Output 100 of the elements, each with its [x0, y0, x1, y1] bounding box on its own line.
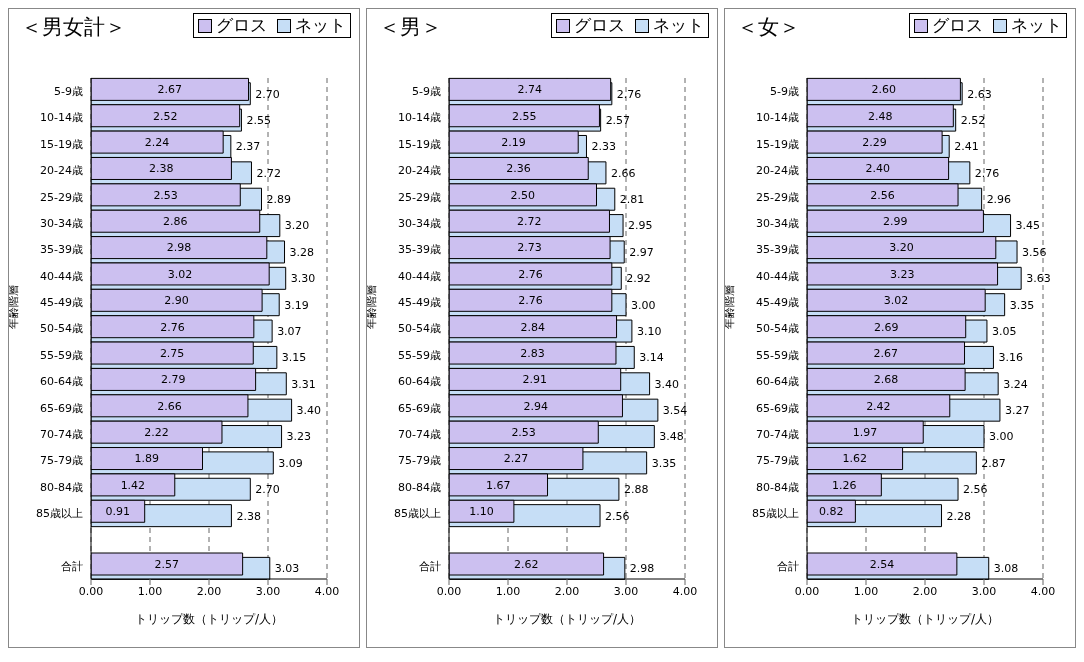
x-tick-label: 2.00 — [912, 584, 938, 598]
data-label: 1.26 — [831, 478, 857, 492]
data-label: 2.42 — [866, 399, 891, 413]
data-label: 3.14 — [639, 351, 664, 365]
data-label: 1.42 — [120, 478, 146, 492]
y-tick-label: 45-49歳 — [398, 296, 441, 310]
data-label: 2.89 — [266, 193, 292, 207]
y-tick-label: 25-29歳 — [40, 190, 83, 204]
data-label: 3.16 — [998, 351, 1023, 365]
data-label: 2.69 — [874, 320, 899, 334]
y-tick-label: 45-49歳 — [756, 296, 799, 310]
data-label: 2.19 — [501, 136, 526, 150]
x-axis-title: トリップ数（トリップ/人） — [850, 612, 1000, 626]
data-label: 2.67 — [157, 83, 183, 97]
y-tick-label: 10-14歳 — [398, 111, 441, 125]
chart-title: ＜男女計＞ — [21, 14, 126, 41]
data-label: 2.76 — [518, 294, 543, 308]
data-label: 3.07 — [277, 324, 302, 338]
data-label: 2.75 — [159, 346, 185, 360]
data-label: 2.95 — [628, 219, 653, 233]
y-tick-label: 50-54歳 — [40, 322, 83, 336]
data-label: 2.38 — [236, 509, 261, 523]
y-tick-label: 20-24歳 — [398, 164, 441, 178]
y-tick-label: 30-34歳 — [756, 216, 799, 230]
y-tick-label: 10-14歳 — [756, 111, 799, 125]
data-label: 2.79 — [161, 373, 186, 387]
legend-label: ネット — [653, 14, 704, 37]
data-label: 2.66 — [610, 166, 636, 180]
y-tick-label: 75-79歳 — [398, 454, 441, 468]
y-tick-label: 55-59歳 — [398, 348, 441, 362]
data-label: 1.62 — [842, 452, 868, 466]
y-tick-label: 50-54歳 — [398, 322, 441, 336]
data-label: 2.72 — [256, 166, 281, 180]
y-tick-label: 60-64歳 — [398, 375, 441, 389]
data-label: 2.68 — [873, 373, 899, 387]
y-tick-label: 50-54歳 — [756, 322, 799, 336]
x-tick-label: 4.00 — [672, 584, 698, 598]
x-tick-label: 1.00 — [495, 584, 521, 598]
y-tick-label: 80-84歳 — [40, 480, 83, 494]
data-label: 3.40 — [296, 404, 322, 418]
data-label: 2.54 — [869, 557, 895, 571]
x-tick-label: 2.00 — [554, 584, 580, 598]
y-tick-label: 35-39歳 — [398, 243, 441, 257]
data-label: 3.23 — [890, 267, 915, 281]
data-label: 2.91 — [522, 373, 548, 387]
y-tick-label: 85歳以上 — [394, 506, 441, 520]
y-tick-label: 5-9歳 — [54, 85, 83, 99]
data-label: 2.76 — [160, 320, 185, 334]
x-tick-label: 1.00 — [137, 584, 163, 598]
y-tick-label: 40-44歳 — [756, 269, 799, 283]
y-tick-label: 35-39歳 — [40, 243, 83, 257]
data-label: 1.97 — [852, 426, 878, 440]
y-tick-label: 45-49歳 — [40, 296, 83, 310]
data-label: 2.84 — [520, 320, 546, 334]
x-tick-label: 4.00 — [1030, 584, 1056, 598]
data-label: 2.57 — [154, 557, 180, 571]
data-label: 3.24 — [1003, 377, 1028, 391]
x-tick-label: 0.00 — [794, 584, 820, 598]
data-label: 2.57 — [605, 114, 631, 128]
data-label: 3.28 — [289, 245, 315, 259]
y-tick-label: 80-84歳 — [398, 480, 441, 494]
y-tick-label: 70-74歳 — [40, 427, 83, 441]
data-label: 2.29 — [862, 136, 887, 150]
y-tick-label: 80-84歳 — [756, 480, 799, 494]
data-label: 2.76 — [974, 166, 1000, 180]
y-tick-label: 合計 — [61, 559, 83, 573]
legend-label: ネット — [295, 14, 346, 37]
data-label: 3.56 — [1022, 245, 1047, 259]
y-tick-label: 20-24歳 — [756, 164, 799, 178]
y-tick-label: 30-34歳 — [40, 216, 83, 230]
data-label: 3.15 — [281, 351, 307, 365]
data-label: 2.98 — [166, 241, 192, 255]
data-label: 2.72 — [516, 215, 542, 229]
data-label: 3.40 — [654, 377, 680, 391]
y-tick-label: 55-59歳 — [40, 348, 83, 362]
data-label: 3.35 — [651, 456, 677, 470]
data-label: 3.20 — [889, 241, 914, 255]
data-label: 2.50 — [510, 188, 535, 202]
x-tick-label: 4.00 — [314, 584, 340, 598]
data-label: 2.99 — [882, 215, 908, 229]
y-tick-label: 25-29歳 — [756, 190, 799, 204]
chart-title: ＜女＞ — [737, 14, 800, 41]
data-label: 3.54 — [662, 404, 688, 418]
x-axis-title: トリップ数（トリップ/人） — [134, 612, 284, 626]
data-label: 2.40 — [865, 162, 891, 176]
y-tick-label: 70-74歳 — [398, 427, 441, 441]
y-tick-label: 70-74歳 — [756, 427, 799, 441]
data-label: 2.56 — [963, 483, 988, 497]
y-tick-label: 85歳以上 — [36, 506, 83, 520]
data-label: 2.94 — [523, 399, 548, 413]
y-tick-label: 65-69歳 — [398, 401, 441, 415]
legend-label: グロス — [216, 14, 267, 37]
data-label: 1.67 — [486, 478, 511, 492]
data-label: 2.66 — [157, 399, 182, 413]
x-tick-label: 2.00 — [196, 584, 222, 598]
data-label: 2.98 — [629, 562, 655, 576]
y-tick-label: 15-19歳 — [398, 137, 441, 151]
data-label: 2.56 — [605, 509, 630, 523]
data-label: 3.45 — [1015, 219, 1041, 233]
y-tick-label: 85歳以上 — [752, 506, 799, 520]
